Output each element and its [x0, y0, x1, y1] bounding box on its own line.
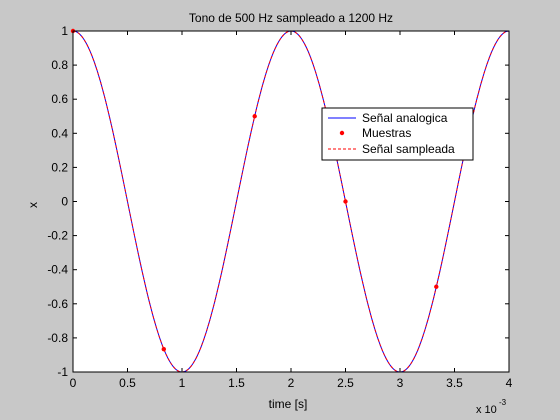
x-multiplier-label: x 10: [476, 404, 497, 416]
legend-label-sampled: Señal sampleada: [362, 142, 455, 156]
x-tick-label: 1: [179, 376, 186, 390]
legend-box: [321, 107, 474, 161]
y-tick-label: -1: [57, 365, 68, 379]
y-axis-label: x: [26, 202, 40, 208]
y-tick-label: -0.4: [47, 263, 68, 277]
sample-point: [252, 114, 257, 119]
y-tick-label: 0.4: [51, 126, 68, 140]
sample-point: [343, 199, 348, 204]
x-tick-label: 3: [397, 376, 404, 390]
y-tick-label: -0.2: [47, 229, 68, 243]
sample-point: [434, 284, 439, 289]
axes-background: [73, 31, 509, 372]
y-tick-label: 0.6: [51, 92, 68, 106]
legend-swatch-samples: [339, 130, 345, 136]
sample-point: [161, 346, 166, 352]
x-tick-label: 0: [70, 376, 77, 390]
axes-frame: [72, 30, 510, 373]
y-tick-label: 0: [61, 195, 68, 209]
x-tick-label: 1.5: [228, 376, 245, 390]
y-tick-label: 0.8: [51, 58, 68, 72]
x-tick-label: 2: [288, 376, 295, 390]
x-tick-label: 4: [506, 376, 513, 390]
x-tick-label: 3.5: [446, 376, 463, 390]
y-tick-label: 0.2: [51, 160, 68, 174]
legend-label-samples: Muestras: [362, 126, 411, 140]
y-tick-label: 1: [61, 24, 68, 38]
x-tick-label: 0.5: [119, 376, 136, 390]
y-tick-label: -0.6: [47, 297, 68, 311]
legend: Señal analogica Muestras Señal sampleada: [321, 107, 474, 161]
legend-label-analog: Señal analogica: [362, 111, 448, 125]
x-axis-label: time [s]: [269, 397, 308, 411]
x-tick-label: 2.5: [337, 376, 354, 390]
axis-ticks: 0 0.5 1 1.5 2 2.5 3 3.5 4 -1 -0.8 -0.6 -0.4 -0.2 0 0.2 0…: [47, 24, 512, 390]
chart-title: Tono de 500 Hz sampleado a 1200 Hz: [189, 11, 393, 25]
x-multiplier-exponent: -3: [499, 398, 507, 407]
y-tick-label: -0.8: [47, 331, 68, 345]
